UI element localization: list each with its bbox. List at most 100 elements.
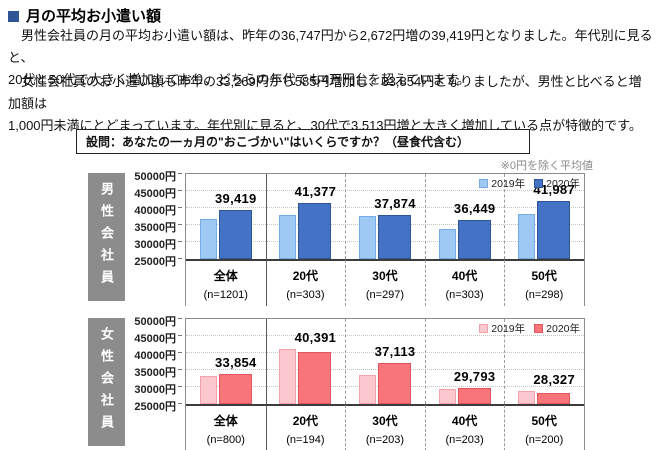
sample-size-label: (n=194) bbox=[286, 434, 325, 446]
bar-2019年 bbox=[438, 229, 456, 259]
y-tick-label: 50000円 bbox=[134, 171, 176, 183]
sample-size-label: (n=203) bbox=[445, 434, 484, 446]
category-axis-male: 全体 (n=1201) 20代 (n=303) 30代 (n=297) 40代 (n=303)… bbox=[185, 260, 585, 306]
bar-2019年 bbox=[359, 375, 376, 404]
bar-2020年 bbox=[457, 220, 491, 259]
bar-2019年 bbox=[199, 376, 217, 404]
survey-question-box: 設問：あなたの一ヵ月の"おこづかい"はいくらですか？（昼食代含む） bbox=[76, 129, 530, 154]
column-separator bbox=[265, 405, 267, 450]
legend: 2019年 2020年 bbox=[479, 321, 580, 336]
paragraph-female-summary: 女性会社員のお小遣い額も昨年の33,269円から585円増加し、33,854円と… bbox=[8, 71, 653, 137]
bar-2019年 bbox=[279, 215, 297, 259]
column-separator bbox=[504, 405, 506, 450]
column-separator bbox=[424, 260, 426, 306]
bar-2019年 bbox=[279, 349, 297, 404]
y-tick-label: 25000円 bbox=[134, 401, 176, 413]
y-axis-male: 50000円 45000円 40000円 35000円 30000円 25000円 bbox=[100, 171, 182, 269]
survey-question-text: 設問：あなたの一ヵ月の"おこづかい"はいくらですか？（昼食代含む） bbox=[86, 135, 470, 149]
column-separator bbox=[424, 405, 426, 450]
bar-2020年 bbox=[457, 388, 491, 404]
column-separator bbox=[504, 174, 506, 259]
chart-female-employees: 女性会社員 50000円 45000円 40000円 35000円 30000円 2500… bbox=[0, 316, 657, 450]
paragraph-line: 女性会社員のお小遣い額も昨年の33,269円から585円増加し、33,854円と… bbox=[8, 74, 642, 111]
category-label: 30代 bbox=[372, 414, 398, 428]
legend-item-2019年: 2019年 bbox=[479, 176, 525, 191]
average-note: ※0円を除く平均値 bbox=[500, 160, 593, 172]
column-separator bbox=[345, 174, 347, 259]
column-separator bbox=[265, 319, 267, 404]
column-separator bbox=[424, 174, 426, 259]
gridline bbox=[186, 207, 584, 208]
title-bullet-square-icon bbox=[8, 10, 19, 22]
category-label: 40代 bbox=[451, 414, 478, 428]
legend-label: 2020年 bbox=[546, 178, 580, 190]
y-tick-mark bbox=[178, 369, 182, 370]
section-title-text: 月の平均お小遣い額 bbox=[26, 8, 162, 25]
category-axis-female: 全体 (n=800) 20代 (n=194) 30代 (n=203) 40代 (n=203) 5… bbox=[185, 405, 585, 450]
bar-2019年 bbox=[518, 214, 536, 259]
gridline bbox=[186, 190, 584, 191]
gridline bbox=[186, 335, 584, 336]
value-label: 40,391 bbox=[294, 330, 337, 345]
paragraph-line: 男性会社員の月の平均お小遣い額は、昨年の36,747円から2,672円増の39,… bbox=[8, 28, 653, 65]
category-cell: 20代 (n=303) bbox=[266, 260, 346, 306]
y-tick-mark bbox=[178, 386, 182, 387]
column-separator bbox=[424, 319, 426, 404]
side-label-male: 男性会社員 bbox=[88, 173, 125, 301]
sample-size-label: (n=297) bbox=[365, 289, 405, 301]
category-label: 20代 bbox=[292, 269, 319, 283]
y-tick-label: 40000円 bbox=[134, 350, 176, 362]
column-separator bbox=[345, 405, 347, 450]
category-cell: 全体 (n=1201) bbox=[186, 260, 266, 306]
value-label: 36,449 bbox=[453, 201, 496, 216]
value-label: 37,874 bbox=[374, 196, 416, 211]
value-label: 29,793 bbox=[453, 369, 496, 384]
chart-male-employees: 男性会社員 50000円 45000円 40000円 35000円 30000円 2500… bbox=[0, 171, 657, 349]
paragraph-male-summary: 男性会社員の月の平均お小遣い額は、昨年の36,747円から2,672円増の39,… bbox=[8, 25, 653, 91]
y-tick-label: 45000円 bbox=[134, 333, 176, 345]
category-label: 40代 bbox=[451, 269, 478, 283]
category-label: 30代 bbox=[372, 269, 398, 283]
bar-2020年 bbox=[378, 215, 411, 259]
y-axis-female: 50000円 45000円 40000円 35000円 30000円 25000円 bbox=[100, 316, 182, 414]
column-separator bbox=[265, 260, 267, 306]
y-tick-label: 35000円 bbox=[134, 222, 176, 234]
category-cell: 50代 (n=200) bbox=[504, 405, 584, 450]
bar-2019年 bbox=[518, 391, 536, 404]
legend-item-2019年: 2019年 bbox=[479, 321, 525, 336]
y-tick-mark bbox=[178, 241, 182, 242]
value-label: 28,327 bbox=[533, 372, 575, 387]
y-tick-mark bbox=[178, 207, 182, 208]
y-tick-mark bbox=[178, 318, 182, 319]
sample-size-label: (n=800) bbox=[206, 434, 245, 446]
legend-label: 2019年 bbox=[491, 323, 526, 335]
bar-2020年 bbox=[298, 352, 332, 404]
bar-2020年 bbox=[537, 201, 571, 259]
y-tick-label: 35000円 bbox=[134, 367, 176, 379]
legend-item-2020年: 2020年 bbox=[534, 176, 580, 191]
category-cell: 30代 (n=203) bbox=[345, 405, 425, 450]
bar-2019年 bbox=[199, 219, 217, 259]
column-separator bbox=[265, 174, 267, 259]
y-tick-label: 50000円 bbox=[134, 316, 176, 328]
paragraph-line: 20代と50代で大きく増加しており、どちらの年代でも4万円台を超えています。 bbox=[8, 72, 470, 87]
bar-2020年 bbox=[378, 363, 411, 404]
value-label: 39,419 bbox=[215, 191, 257, 206]
legend: 2019年 2020年 bbox=[479, 176, 580, 191]
sample-size-label: (n=200) bbox=[525, 434, 564, 446]
section-title: 月の平均お小遣い額 bbox=[8, 5, 161, 26]
value-label: 41,377 bbox=[294, 184, 337, 199]
legend-item-2020年: 2020年 bbox=[534, 321, 580, 336]
y-tick-label: 25000円 bbox=[134, 256, 176, 268]
y-tick-label: 30000円 bbox=[134, 239, 176, 251]
y-tick-mark bbox=[178, 224, 182, 225]
bar-2020年 bbox=[218, 374, 252, 404]
value-label: 33,854 bbox=[215, 355, 257, 370]
value-label: 37,113 bbox=[374, 344, 416, 359]
category-label: 全体 bbox=[213, 414, 238, 428]
category-cell: 全体 (n=800) bbox=[186, 405, 266, 450]
bar-2020年 bbox=[298, 203, 332, 259]
y-tick-mark bbox=[178, 403, 182, 404]
column-separator bbox=[504, 260, 506, 306]
